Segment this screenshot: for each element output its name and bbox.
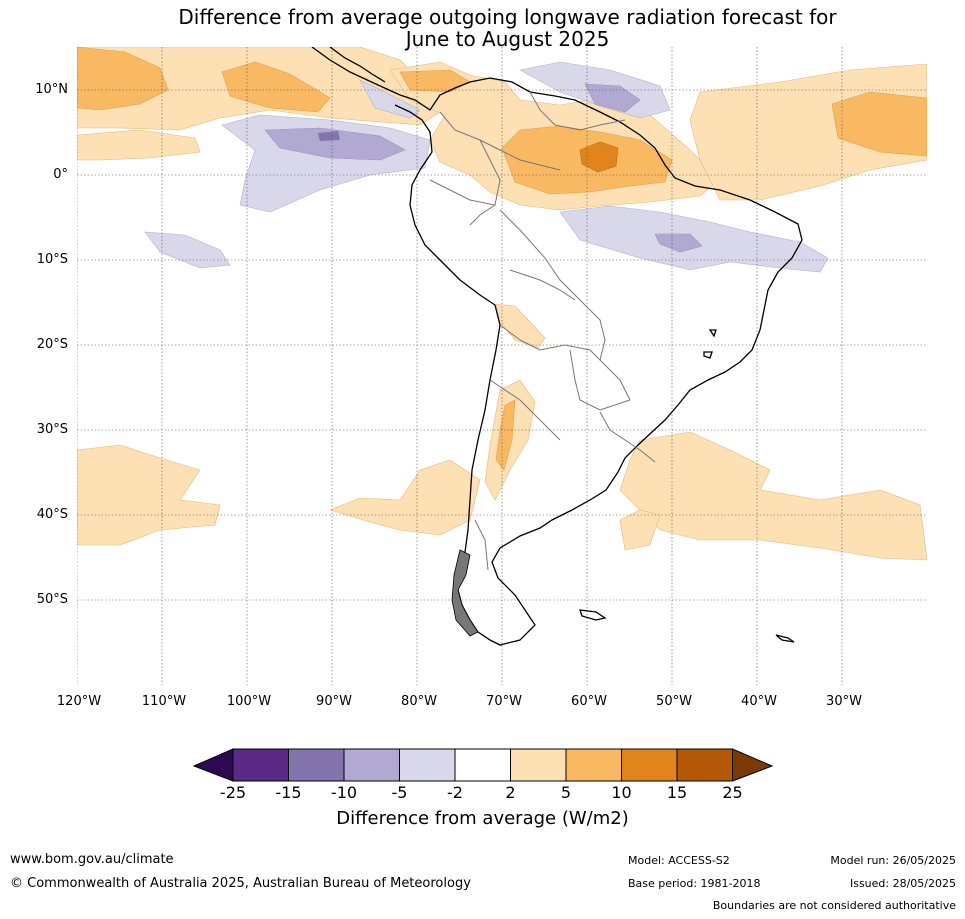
colorbar-tick-label: -25: [219, 783, 247, 802]
colorbar-tick-label: 25: [722, 783, 743, 802]
chile-fjords: [451, 549, 479, 637]
longitude-label-50w: 50°W: [656, 694, 692, 709]
website-link[interactable]: www.bom.gov.au/climate: [10, 852, 174, 867]
country-borders: [429, 91, 656, 571]
colorbar-tick-label: -5: [391, 783, 408, 802]
model-name: Model: ACCESS-S2: [628, 854, 730, 867]
longitude-label-40w: 40°W: [741, 694, 777, 709]
latitude-label-10n: 10°N: [35, 82, 68, 97]
colorbar-tick-label: 5: [560, 783, 572, 802]
south-america-coastline: [311, 47, 803, 646]
latitude-label-30s: 30°S: [36, 422, 68, 437]
colorbar-tick-label: 15: [666, 783, 688, 802]
latitude-label-10s: 10°S: [36, 252, 68, 267]
latitude-label-40s: 40°S: [36, 507, 68, 522]
latitude-label-50s: 50°S: [36, 592, 68, 607]
colorbar: [192, 748, 774, 782]
boundary-disclaimer: Boundaries are not considered authoritat…: [712, 899, 956, 912]
longitude-label-80w: 80°W: [401, 694, 437, 709]
colorbar-tick-label: -15: [275, 783, 302, 802]
longitude-label-100w: 100°W: [226, 694, 272, 709]
latitude-label-0: 0°: [53, 167, 68, 182]
longitude-label-30w: 30°W: [826, 694, 862, 709]
colorbar-tick-label: -2: [447, 783, 463, 802]
colorbar-tick-label: 10: [611, 783, 632, 802]
map-gridlines: [77, 47, 927, 685]
map-title-line-1: Difference from average outgoing longwav…: [178, 5, 837, 29]
negative-anomaly-region-east-pacific: [144, 79, 431, 269]
longitude-label-110w: 110°W: [141, 694, 187, 709]
longitude-label-70w: 70°W: [486, 694, 522, 709]
copyright-text: © Commonwealth of Australia 2025, Austra…: [10, 876, 471, 891]
longitude-label-120w: 120°W: [56, 694, 102, 709]
map-title-line-2: June to August 2025: [405, 27, 610, 51]
positive-anomaly-region-south-pacific: [77, 444, 481, 546]
longitude-label-60w: 60°W: [571, 694, 607, 709]
colorbar-tick-label: 2: [505, 783, 516, 802]
latitude-label-20s: 20°S: [36, 337, 68, 352]
positive-anomaly-region-andes: [484, 303, 546, 501]
colorbar-tick-label: -10: [330, 783, 358, 802]
colorbar-title: Difference from average (W/m2): [336, 808, 629, 829]
model-run-date: Model run: 26/05/2025: [830, 854, 956, 867]
positive-anomaly-region-north-pacific: [77, 47, 441, 161]
issued-date: Issued: 28/05/2025: [849, 877, 956, 890]
base-period: Base period: 1981-2018: [628, 877, 761, 890]
positive-anomaly-region-south-atlantic: [619, 431, 927, 561]
longitude-label-90w: 90°W: [316, 694, 352, 709]
positive-anomaly-region-tropical-atlantic: [689, 63, 927, 201]
